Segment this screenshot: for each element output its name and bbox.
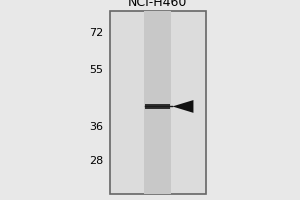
Bar: [144, 11, 171, 194]
Text: 55: 55: [89, 65, 103, 75]
Text: NCI-H460: NCI-H460: [128, 0, 187, 9]
Bar: [145, 104, 170, 109]
Text: 36: 36: [89, 122, 103, 132]
Polygon shape: [172, 100, 194, 113]
Text: 28: 28: [89, 156, 103, 166]
Text: 72: 72: [89, 28, 103, 38]
Bar: [110, 11, 206, 194]
